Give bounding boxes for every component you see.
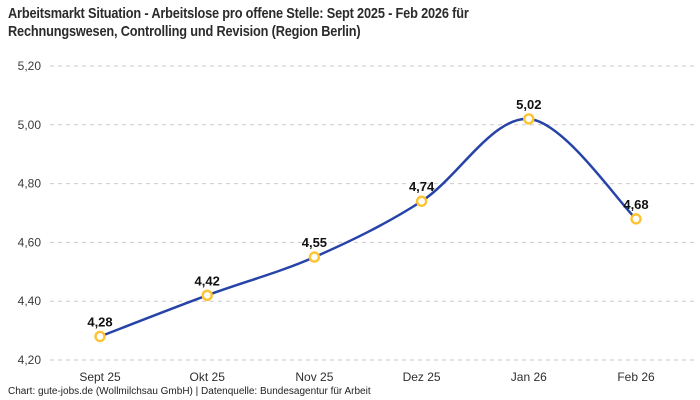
line-chart-canvas: 5,20 5,00 4,80 4,60 4,40 4,20 Sept 25 Okt 25 Nov…	[18, 59, 696, 384]
y-axis-tick-label: 4,60	[18, 235, 42, 249]
x-axis-label: Nov 25	[295, 370, 333, 384]
data-point-label: 4,68	[623, 197, 648, 212]
data-point-marker	[630, 213, 642, 225]
data-point-marker	[415, 195, 428, 207]
chart-source-caption: Chart: gute-jobs.de (Wollmilchsau GmbH) …	[8, 386, 371, 397]
x-axis-label: Okt 25	[190, 370, 226, 384]
chart-title-line2: Rechnungswesen, Controlling und Revision…	[8, 23, 361, 40]
data-point-label: 4,42	[195, 273, 220, 288]
data-point-marker	[308, 251, 321, 263]
chart-title: Arbeitsmarkt Situation - Arbeitslose pro…	[8, 5, 550, 41]
data-point-label: 4,55	[302, 235, 327, 250]
y-axis-tick-label: 5,00	[18, 118, 42, 132]
x-axis-label: Sept 25	[79, 370, 121, 384]
data-point-marker	[201, 289, 213, 302]
data-point-label: 4,28	[87, 314, 112, 329]
y-axis-tick-label: 4,20	[18, 353, 42, 367]
data-point-label: 5,02	[516, 97, 541, 112]
data-line	[98, 117, 638, 338]
data-point-marker	[523, 113, 535, 125]
y-axis-tick-label: 4,80	[18, 177, 42, 191]
x-axis-label: Dez 25	[403, 370, 441, 384]
x-axis-label: Jan 26	[511, 370, 547, 384]
y-axis-tick-label: 5,20	[18, 59, 42, 73]
chart-title-line1: Arbeitsmarkt Situation - Arbeitslose pro…	[8, 5, 469, 22]
x-axis-label: Feb 26	[617, 370, 655, 384]
y-axis-tick-label: 4,40	[18, 294, 42, 308]
data-point-marker	[94, 330, 106, 343]
data-point-label: 4,74	[409, 179, 435, 194]
